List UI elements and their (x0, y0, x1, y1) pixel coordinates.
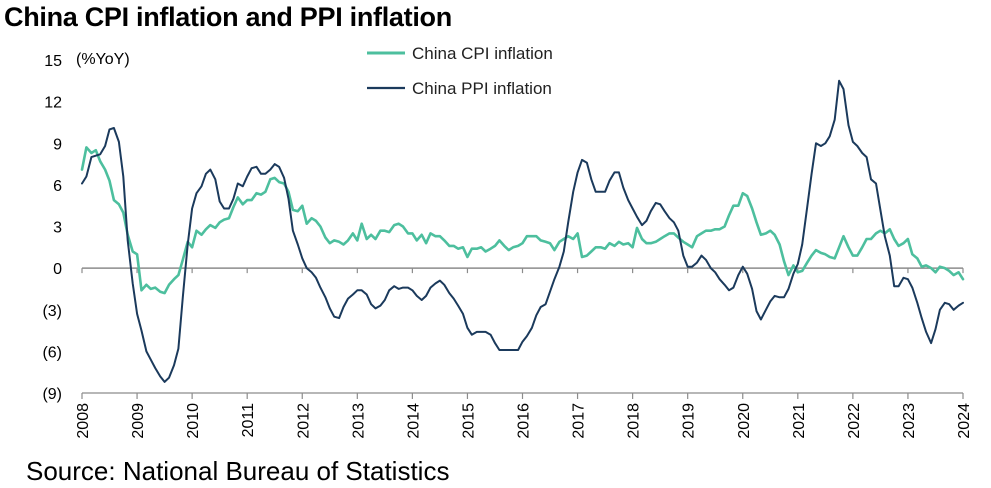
y-tick-label: 3 (53, 220, 62, 237)
y-tick-label: 9 (53, 136, 62, 153)
y-tick-label: 15 (44, 53, 62, 70)
y-tick-label: 0 (53, 261, 62, 278)
x-tick-label: 2018 (626, 403, 643, 439)
x-tick-label: 2014 (405, 403, 422, 439)
legend-label: China CPI inflation (412, 44, 553, 63)
y-tick-label: (9) (42, 386, 62, 403)
x-tick-label: 2010 (185, 403, 202, 439)
x-tick-label: 2008 (75, 403, 92, 439)
series-line (81, 79, 964, 383)
x-tick-label: 2022 (846, 403, 863, 439)
y-tick-label: (3) (42, 303, 62, 320)
y-axis-unit-label: (%YoY) (76, 51, 130, 68)
x-tick-label: 2009 (130, 403, 147, 439)
legend-label: China PPI inflation (412, 79, 552, 98)
chart-title: China CPI inflation and PPI inflation (4, 2, 452, 32)
y-axis: 15 12 9 6 3 0 (3) (6) (9) (42, 53, 62, 403)
y-tick-label: (6) (42, 344, 62, 361)
x-tick-label: 2020 (736, 403, 753, 439)
x-tick-label: 2023 (901, 403, 918, 439)
x-tick-label: 2021 (791, 403, 808, 439)
source-note: Source: National Bureau of Statistics (26, 456, 450, 486)
y-tick-label: 6 (53, 178, 62, 195)
x-axis: 2008 2009 2010 2011 2012 2013 2014 2015 2016 2017… (75, 267, 973, 439)
legend: China CPI inflation China PPI inflation (367, 44, 553, 98)
x-tick-label: 2012 (295, 403, 312, 439)
x-tick-label: 2017 (571, 403, 588, 439)
x-tick-label: 2016 (516, 403, 533, 439)
x-tick-label: 2015 (460, 403, 477, 439)
x-tick-label: 2024 (956, 403, 973, 439)
x-tick-label: 2013 (350, 403, 367, 439)
x-tick-label: 2019 (681, 403, 698, 439)
series-line (80, 146, 965, 295)
y-tick-label: 12 (44, 95, 62, 112)
series-lines (80, 79, 965, 383)
x-tick-label: 2011 (240, 403, 257, 438)
